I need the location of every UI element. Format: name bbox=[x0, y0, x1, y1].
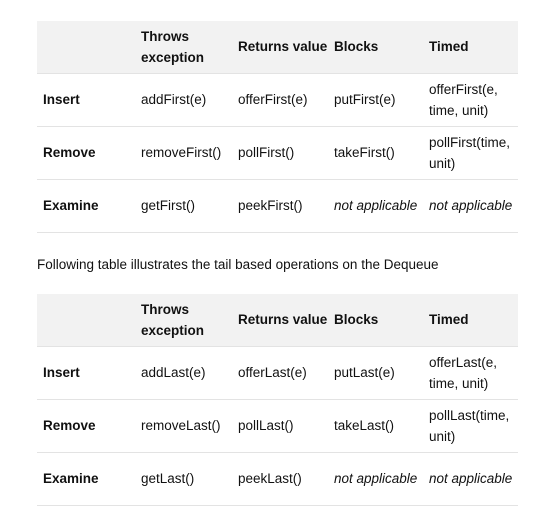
table-cell: addFirst(e) bbox=[141, 92, 207, 107]
header-cell-returns-value: Returns value bbox=[238, 312, 328, 328]
table-cell: offerLast(e) bbox=[238, 365, 307, 380]
header-cell-throws-exception: Throws exception bbox=[141, 301, 205, 338]
table-cell: pollLast() bbox=[238, 418, 294, 433]
row-label: Remove bbox=[43, 418, 96, 433]
row-label: Examine bbox=[43, 198, 99, 213]
row-label: Insert bbox=[43, 365, 80, 380]
header-cell-returns-value: Returns value bbox=[238, 39, 328, 55]
table-cell: peekFirst() bbox=[238, 198, 303, 213]
head-operations-table: Throws exception Returns value Blocks Ti… bbox=[37, 21, 518, 233]
table-cell: takeLast() bbox=[334, 418, 395, 433]
header-cell-blocks: Blocks bbox=[334, 39, 379, 55]
table-cell: removeFirst() bbox=[141, 145, 222, 160]
table-cell: offerFirst(e, time, unit) bbox=[429, 81, 498, 118]
row-label: Insert bbox=[43, 92, 80, 107]
table-cell: pollLast(time, unit) bbox=[429, 407, 510, 444]
table-cell: offerLast(e, time, unit) bbox=[429, 354, 498, 391]
table-cell: pollFirst(time, unit) bbox=[429, 134, 511, 171]
header-cell-throws-exception: Throws exception bbox=[141, 28, 205, 65]
header-cell-blocks: Blocks bbox=[334, 312, 379, 328]
table-cell: offerFirst(e) bbox=[238, 92, 308, 107]
table-cell: not applicable bbox=[429, 471, 513, 486]
table-cell: not applicable bbox=[334, 471, 418, 486]
table-cell: peekLast() bbox=[238, 471, 302, 486]
table-cell: addLast(e) bbox=[141, 365, 206, 380]
header-cell-empty bbox=[37, 21, 135, 73]
header-cell-empty bbox=[37, 294, 135, 346]
table-row-examine: Examine getFirst() peekFirst() not appli… bbox=[37, 179, 518, 232]
table-row-insert: Insert addLast(e) offerLast(e) putLast(e… bbox=[37, 346, 518, 399]
table-cell: not applicable bbox=[334, 198, 418, 213]
table-row-examine: Examine getLast() peekLast() not applica… bbox=[37, 452, 518, 505]
table-cell: putFirst(e) bbox=[334, 92, 396, 107]
table-cell: putLast(e) bbox=[334, 365, 395, 380]
table-row-insert: Insert addFirst(e) offerFirst(e) putFirs… bbox=[37, 73, 518, 126]
row-label: Examine bbox=[43, 471, 99, 486]
table-header-row: Throws exception Returns value Blocks Ti… bbox=[37, 21, 518, 73]
table-cell: not applicable bbox=[429, 198, 513, 213]
row-label: Remove bbox=[43, 145, 96, 160]
table-row-remove: Remove removeFirst() pollFirst() takeFir… bbox=[37, 126, 518, 179]
header-cell-timed: Timed bbox=[429, 312, 469, 328]
table-cell: takeFirst() bbox=[334, 145, 395, 160]
table-header-row: Throws exception Returns value Blocks Ti… bbox=[37, 294, 518, 346]
header-cell-timed: Timed bbox=[429, 39, 469, 55]
table-cell: removeLast() bbox=[141, 418, 221, 433]
table-cell: pollFirst() bbox=[238, 145, 295, 160]
table-cell: getLast() bbox=[141, 471, 195, 486]
caption-text: Following table illustrates the tail bas… bbox=[37, 257, 439, 272]
table-row-remove: Remove removeLast() pollLast() takeLast(… bbox=[37, 399, 518, 452]
table-cell: getFirst() bbox=[141, 198, 195, 213]
tail-operations-table: Throws exception Returns value Blocks Ti… bbox=[37, 294, 518, 506]
